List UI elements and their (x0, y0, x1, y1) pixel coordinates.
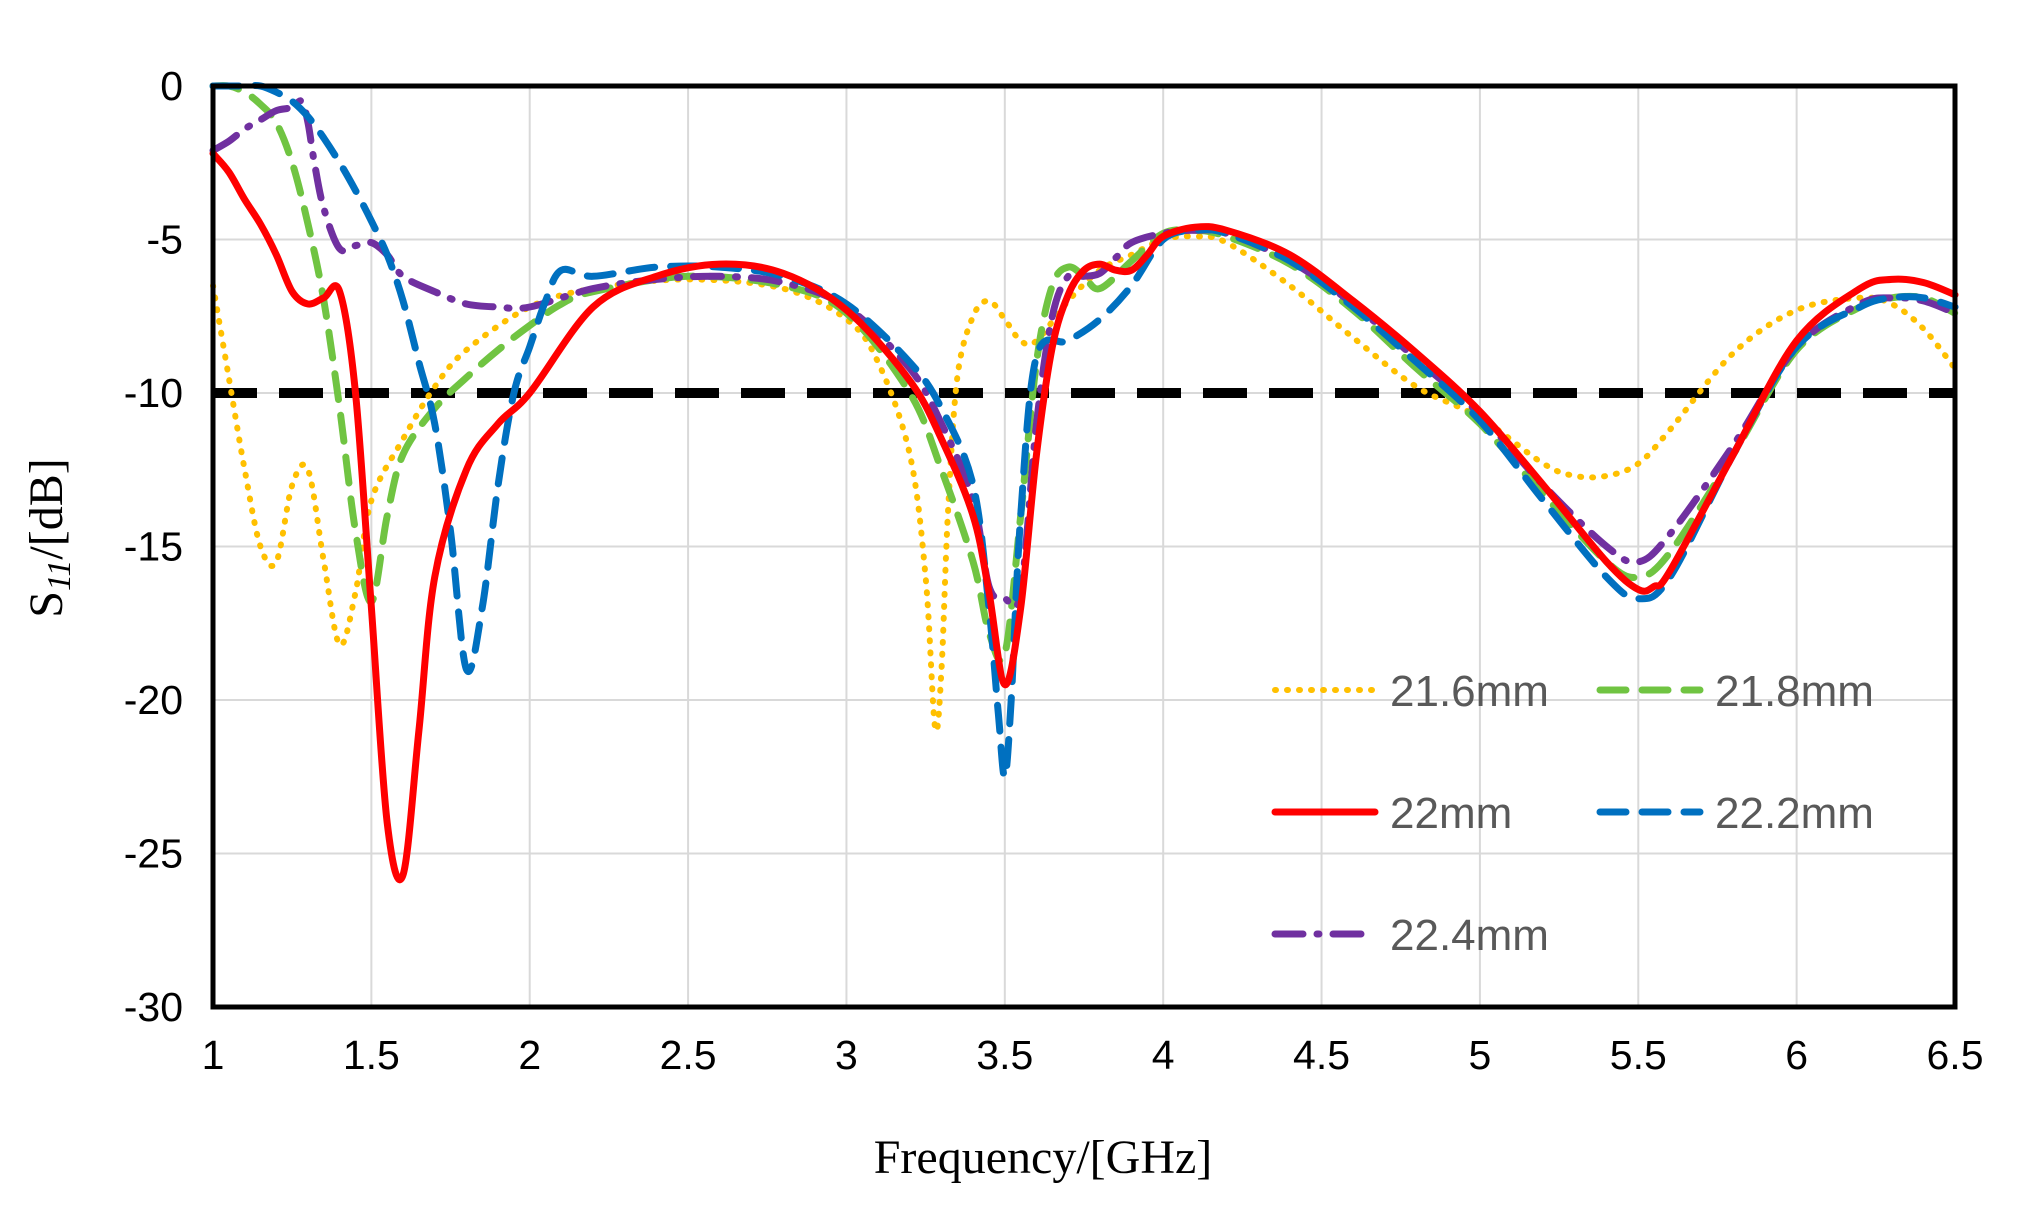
x-tick-label: 3 (835, 1032, 858, 1078)
y-axis-title-main: S (20, 591, 73, 618)
x-tick-label: 1.5 (343, 1032, 400, 1078)
x-tick-label: 4 (1152, 1032, 1175, 1078)
y-tick-label: 0 (160, 63, 183, 109)
y-tick-label: -10 (124, 370, 183, 416)
y-tick-labels: 0 -5 -10 -15 -20 -25 -30 (124, 63, 183, 1030)
x-tick-label: 4.5 (1293, 1032, 1350, 1078)
series-group (209, 82, 1959, 884)
y-axis-title-rest: /[dB] (20, 458, 73, 559)
x-tick-label: 5.5 (1610, 1032, 1667, 1078)
series-line-22-2mm (209, 82, 1959, 781)
plot-frame (210, 83, 1958, 1010)
y-axis-title: S11/[dB] (20, 458, 78, 618)
legend-label-21-8mm: 21.8mm (1715, 667, 1874, 716)
x-tick-label: 5 (1469, 1032, 1492, 1078)
series-line-22mm (209, 150, 1959, 884)
y-tick-label: -5 (147, 217, 183, 263)
legend-label-22mm: 22mm (1390, 789, 1512, 838)
legend: 21.6mm 21.8mm 22mm 22.2mm 22.4mm (1271, 667, 1874, 960)
x-tick-labels: 1 1.5 2 2.5 3 3.5 4 4.5 5 5.5 6 6.5 (202, 1032, 1984, 1078)
x-tick-label: 1 (202, 1032, 225, 1078)
y-axis-title-sub: 11 (41, 560, 78, 591)
x-tick-label: 2 (518, 1032, 541, 1078)
x-axis-title: Frequency/[GHz] (874, 1131, 1213, 1184)
series-line-21-6mm (210, 233, 1958, 734)
y-tick-label: -15 (124, 524, 183, 570)
y-tick-label: -30 (124, 984, 183, 1030)
x-tick-label: 2.5 (660, 1032, 717, 1078)
y-tick-label: -25 (124, 831, 183, 877)
x-tick-label: 6 (1785, 1032, 1808, 1078)
gridlines (212, 85, 1956, 1008)
legend-label-22-2mm: 22.2mm (1715, 789, 1874, 838)
x-tick-label: 6.5 (1927, 1032, 1984, 1078)
x-tick-label: 3.5 (976, 1032, 1033, 1078)
legend-label-21-6mm: 21.6mm (1390, 667, 1549, 716)
series-line-21-8mm (209, 82, 1959, 665)
legend-label-22-4mm: 22.4mm (1390, 911, 1549, 960)
y-tick-label: -20 (124, 677, 183, 723)
